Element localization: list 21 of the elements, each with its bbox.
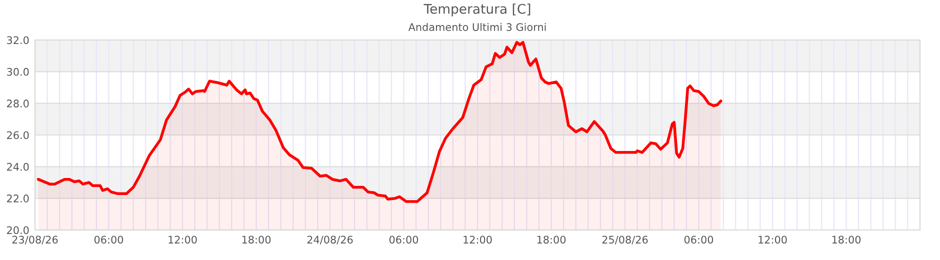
x-tick-label: 25/08/26 xyxy=(602,236,648,244)
x-tick-label: 12:00 xyxy=(464,236,492,244)
x-tick-label: 06:00 xyxy=(94,236,124,244)
x-tick-label: 12:00 xyxy=(168,236,197,244)
y-tick-label: 20.0 xyxy=(7,226,29,234)
y-tick-label: 32.0 xyxy=(7,36,29,44)
y-tick-label: 22.0 xyxy=(7,194,29,202)
x-tick-label: 18:00 xyxy=(242,236,271,244)
y-tick-label: 28.0 xyxy=(7,100,29,108)
y-tick-label: 24.0 xyxy=(7,162,29,171)
x-tick-label: 23/08/26 xyxy=(12,236,58,244)
x-tick-label: 12:00 xyxy=(758,236,787,244)
x-tick-label: 24/08/26 xyxy=(307,236,353,244)
chart-title: Temperatura [C] xyxy=(424,4,530,16)
y-tick-label: 30.0 xyxy=(7,68,29,76)
x-tick-label: 06:00 xyxy=(684,236,714,244)
x-tick-label: 06:00 xyxy=(389,236,418,244)
x-tick-label: 18:00 xyxy=(832,236,861,244)
x-tick-label: 18:00 xyxy=(537,236,566,244)
y-tick-label: 26.0 xyxy=(7,131,29,140)
chart-subtitle: Andamento Ultimi 3 Giorni xyxy=(408,22,546,32)
